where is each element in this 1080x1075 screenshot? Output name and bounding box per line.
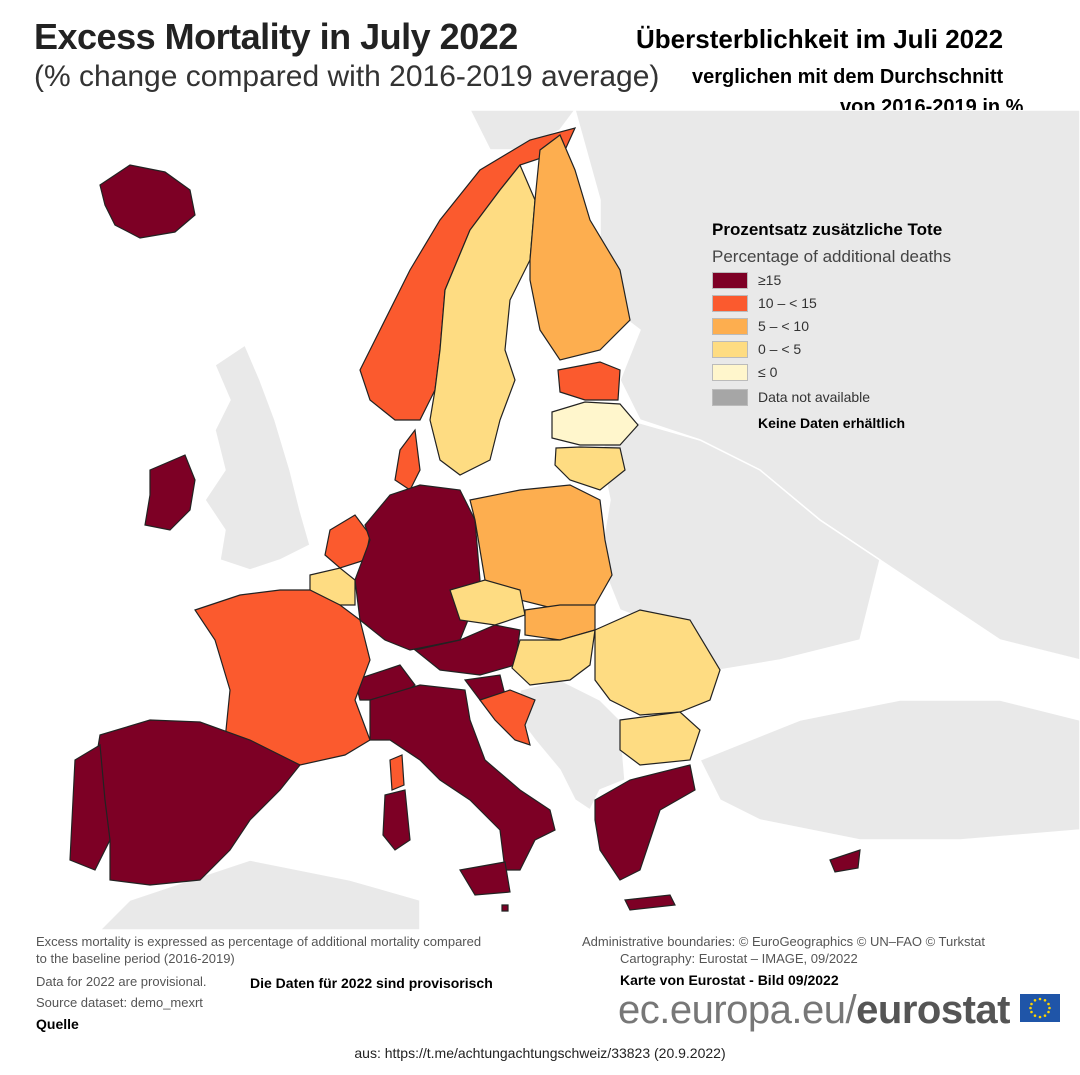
legend-item: 10 – < 15 [712,294,817,312]
belarus-ukraine-region [599,419,881,671]
country-finland [529,134,631,361]
legend-item: ≥15 [712,271,781,289]
footer-source-german: Quelle [36,1016,79,1032]
map-subtitle-english: (% change compared with 2016-2019 averag… [34,60,660,93]
legend-note-german: Keine Daten erhältlich [758,415,906,431]
legend-swatch [712,388,748,406]
legend-swatch [712,317,748,335]
legend-item: 5 – < 10 [712,317,809,335]
country-croatia [479,689,536,746]
country-lithuania [554,446,626,491]
legend-label: 5 – < 10 [758,318,809,334]
non-eu-land [98,110,1080,930]
map-title-german: Übersterblichkeit im Juli 2022 [636,24,1004,54]
country-bulgaria [619,711,701,766]
legend-title-german: Prozentsatz zusätzliche Tote [712,220,943,239]
country-ireland [144,454,196,531]
legend-label: ≤ 0 [758,364,778,380]
footer-provisional: Data for 2022 are provisional. [36,974,207,989]
europe-map [69,110,1080,930]
footer-note-line2: to the baseline period (2016-2019) [36,951,235,966]
country-germany [354,484,481,651]
legend-item: 0 – < 5 [712,340,801,358]
legend-label: ≥15 [758,272,782,288]
source-url: aus: https://t.me/achtungachtungschweiz/… [354,1045,726,1061]
footer-cartography-german: Karte von Eurostat - Bild 09/2022 [620,972,839,988]
country-italy [369,684,556,871]
country-latvia [551,401,639,446]
footer-boundaries: Administrative boundaries: © EuroGeograp… [582,934,986,949]
legend-label: 10 – < 15 [758,295,817,311]
country-france [194,589,371,766]
legend-title-english: Percentage of additional deaths [712,247,952,266]
country-portugal [69,743,111,871]
footer-provisional-german: Die Daten für 2022 sind provisorisch [250,975,493,991]
brand-name: eurostat [856,988,1010,1032]
country-cyprus [829,849,861,873]
eu-countries [69,127,861,912]
uk-region [204,343,311,571]
country-hungary [511,629,596,686]
legend-label: Data not available [758,389,871,405]
country-corsica [389,754,405,791]
legend-swatch [712,271,748,289]
legend-item: ≤ 0 [712,363,777,381]
footer-cartography: Cartography: Eurostat – IMAGE, 09/2022 [620,951,858,966]
country-romania [594,609,721,716]
turkey-region [698,699,1080,841]
map-subtitle-german-line1: verglichen mit dem Durchschnitt [692,66,1004,88]
legend-swatch [712,294,748,312]
country-sweden [429,163,536,476]
legend-swatch [712,340,748,358]
country-iceland [99,164,196,239]
country-denmark [394,428,421,491]
legend-swatch [712,363,748,381]
country-poland [469,484,613,611]
legend-item: Data not available [712,388,870,406]
brand-domain: ec.europa.eu/ [618,988,857,1032]
country-malta [501,904,509,912]
north-africa-region [98,859,421,930]
country-greece [594,764,696,881]
footer-note-line1: Excess mortality is expressed as percent… [36,934,482,949]
country-sicily [459,861,511,896]
legend-label: 0 – < 5 [758,341,802,357]
country-estonia [557,361,621,401]
country-crete [624,894,676,911]
map-title-english: Excess Mortality in July 2022 [34,16,518,57]
footer-source: Source dataset: demo_mexrt [36,995,203,1010]
eurostat-brand: ec.europa.eu/eurostat [618,988,1010,1033]
eu-flag-icon [1020,994,1060,1022]
country-sardinia [382,789,411,851]
